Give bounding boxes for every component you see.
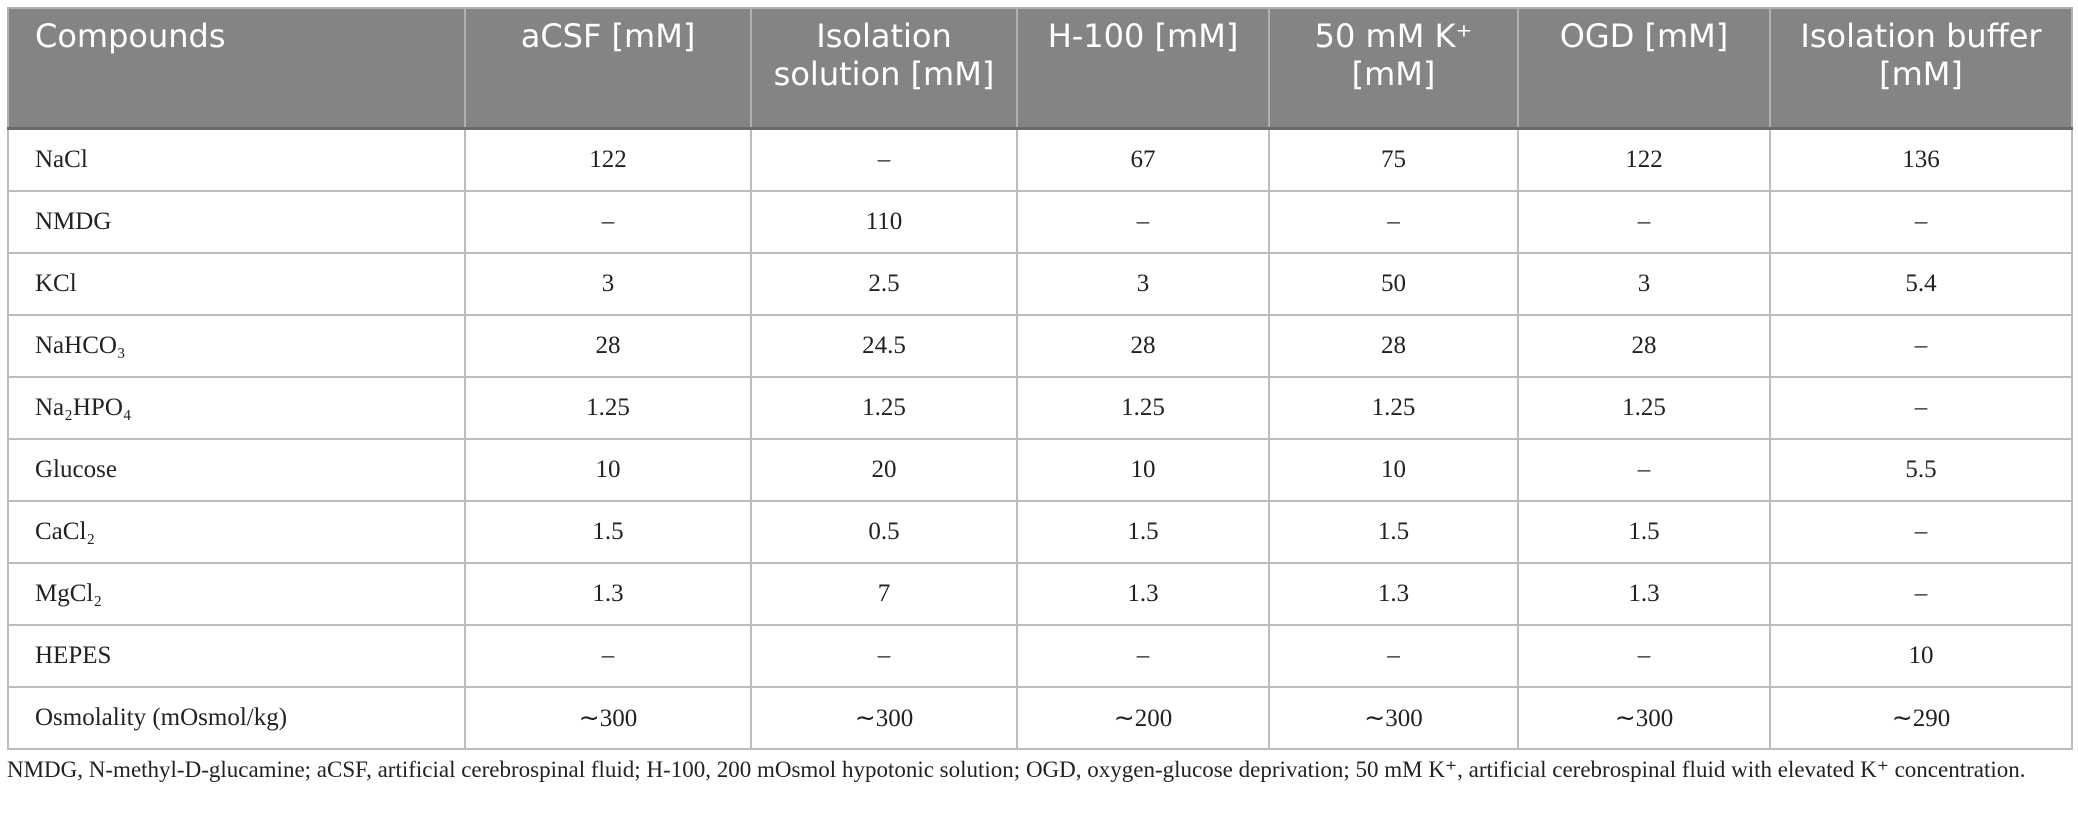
cell: 7	[750, 562, 1018, 626]
row-label: Osmolality (mOsmol/kg)	[7, 686, 466, 750]
table-row: Glucose 10 20 10 10–5.5	[7, 438, 2073, 502]
cell: 1.3	[1268, 562, 1519, 626]
cell: 10	[1268, 438, 1519, 502]
cell: –	[1517, 624, 1771, 688]
cell: 10	[1016, 438, 1270, 502]
cell: ∼300	[1517, 686, 1771, 750]
cell: 110	[750, 190, 1018, 254]
cell: 1.25	[1268, 376, 1519, 440]
row-label: NaHCO₃	[7, 314, 466, 378]
cell: 1.3	[464, 562, 752, 626]
cell: 1.25	[750, 376, 1018, 440]
cell: –	[750, 127, 1018, 192]
cell: –	[1016, 190, 1270, 254]
table-row: KCl 3 2.5 3 50 3 5.4	[7, 252, 2073, 316]
table-row: HEPES – – – – –10	[7, 624, 2073, 688]
cell: ∼300	[750, 686, 1018, 750]
row-label: NaCl	[7, 127, 466, 192]
cell: 1.25	[1016, 376, 1270, 440]
column-header: Compounds	[7, 7, 466, 130]
cell: 1.5	[1016, 500, 1270, 564]
cell: 2.5	[750, 252, 1018, 316]
column-header: Isolation solution [mM]	[750, 7, 1018, 130]
cell: –	[464, 190, 752, 254]
cell: ∼290	[1769, 686, 2073, 750]
table-body: NaCl 122–67 75 122 136 NMDG –110– – – – KCl 3 2.5 3 50…	[7, 127, 2073, 750]
cell: 1.5	[1517, 500, 1771, 564]
cell: 10	[464, 438, 752, 502]
cell: 50	[1268, 252, 1519, 316]
cell: –	[1769, 562, 2073, 626]
table-row: NaCl 122–67 75 122 136	[7, 127, 2073, 192]
column-header: 50 mM K⁺ [mM]	[1268, 7, 1519, 130]
column-header: OGD [mM]	[1517, 7, 1771, 130]
cell: ∼200	[1016, 686, 1270, 750]
cell: 1.5	[1268, 500, 1519, 564]
cell: 10	[1769, 624, 2073, 688]
cell: –	[1268, 190, 1519, 254]
column-header: H-100 [mM]	[1016, 7, 1270, 130]
row-label: Na₂HPO₄	[7, 376, 466, 440]
cell: 1.25	[464, 376, 752, 440]
row-label: KCl	[7, 252, 466, 316]
table-row: Na₂HPO₄ 1.25 1.25 1.25 1.25 1.25–	[7, 376, 2073, 440]
cell: 122	[1517, 127, 1771, 192]
cell: 1.25	[1517, 376, 1771, 440]
row-label: NMDG	[7, 190, 466, 254]
footnote: NMDG, N-methyl-D-glucamine; aCSF, artifi…	[7, 757, 2026, 782]
table-row: CaCl₂ 1.5 0.5 1.5 1.5 1.5–	[7, 500, 2073, 564]
cell: –	[1268, 624, 1519, 688]
cell: 28	[464, 314, 752, 378]
cell: 3	[464, 252, 752, 316]
cell: –	[1769, 376, 2073, 440]
column-header: Isolation buffer [mM]	[1769, 7, 2073, 130]
cell: 1.3	[1517, 562, 1771, 626]
cell: –	[750, 624, 1018, 688]
table-row: NMDG –110– – – –	[7, 190, 2073, 254]
table-row: MgCl₂ 1.3 7 1.3 1.3 1.3–	[7, 562, 2073, 626]
table-row: Osmolality (mOsmol/kg) ∼300 ∼300 ∼200 ∼300 ∼3…	[7, 686, 2073, 750]
cell: 28	[1517, 314, 1771, 378]
cell: 5.4	[1769, 252, 2073, 316]
row-label: MgCl₂	[7, 562, 466, 626]
cell: –	[1769, 500, 2073, 564]
cell: 5.5	[1769, 438, 2073, 502]
cell: 24.5	[750, 314, 1018, 378]
cell: 3	[1517, 252, 1771, 316]
header-row: Compounds aCSF [mM] Isolation solution [mM…	[7, 7, 2073, 130]
row-label: Glucose	[7, 438, 466, 502]
cell: –	[1016, 624, 1270, 688]
cell: 20	[750, 438, 1018, 502]
cell: 136	[1769, 127, 2073, 192]
cell: –	[1769, 190, 2073, 254]
cell: ∼300	[1268, 686, 1519, 750]
data-table: Compounds aCSF [mM] Isolation solution [mM…	[7, 7, 2073, 750]
cell: –	[1517, 438, 1771, 502]
cell: 67	[1016, 127, 1270, 192]
cell: –	[1769, 314, 2073, 378]
cell: 3	[1016, 252, 1270, 316]
cell: 28	[1268, 314, 1519, 378]
cell: 122	[464, 127, 752, 192]
row-label: CaCl₂	[7, 500, 466, 564]
cell: 0.5	[750, 500, 1018, 564]
table-row: NaHCO₃ 28 24.5 28 28 28–	[7, 314, 2073, 378]
cell: –	[464, 624, 752, 688]
cell: 1.3	[1016, 562, 1270, 626]
row-label: HEPES	[7, 624, 466, 688]
cell: –	[1517, 190, 1771, 254]
cell: 1.5	[464, 500, 752, 564]
cell: 28	[1016, 314, 1270, 378]
cell: ∼300	[464, 686, 752, 750]
column-header: aCSF [mM]	[464, 7, 752, 130]
cell: 75	[1268, 127, 1519, 192]
